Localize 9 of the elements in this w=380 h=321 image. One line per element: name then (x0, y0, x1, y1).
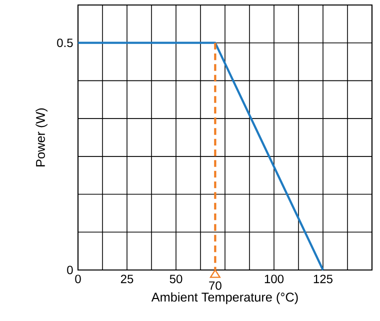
x-tick-label: 25 (120, 274, 134, 284)
x-tick-label: 100 (264, 274, 284, 284)
x-axis-title: Ambient Temperature (°C) (151, 292, 298, 304)
x-tick-label: 125 (314, 274, 332, 284)
x-tick-label: 0 (75, 274, 81, 284)
ref-line-label: 70 (209, 281, 222, 290)
y-tick-label: 0.5 (57, 38, 73, 48)
y-axis-title: Power (W) (36, 108, 48, 166)
x-tick-label: 50 (170, 274, 182, 284)
